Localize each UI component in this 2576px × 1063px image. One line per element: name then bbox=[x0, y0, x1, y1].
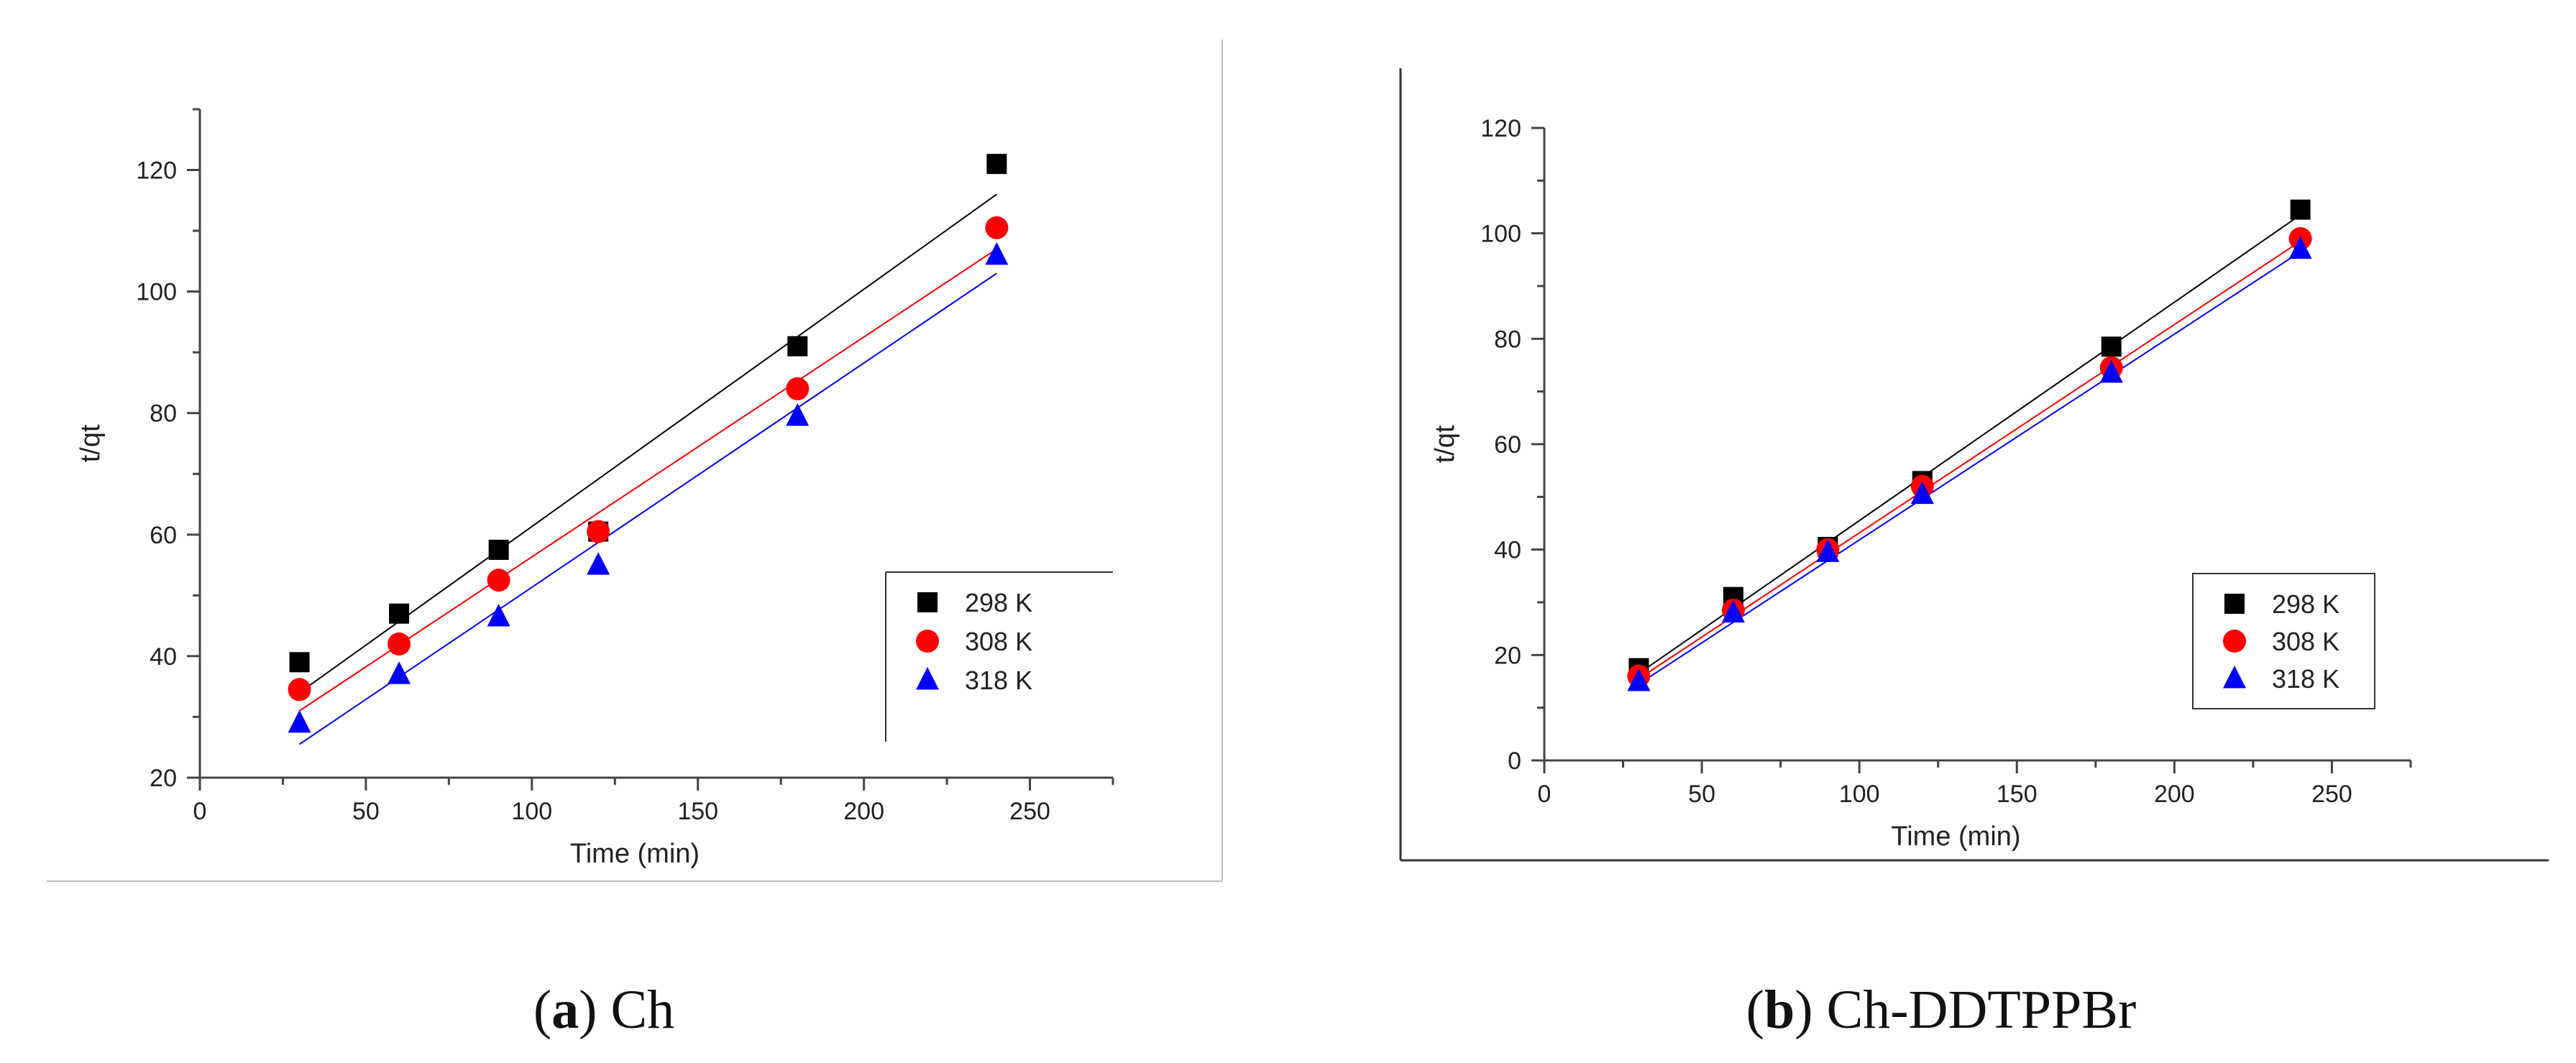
legend-box bbox=[2192, 573, 2375, 709]
fit-line-308-K bbox=[298, 248, 997, 712]
x-axis-title: Time (min) bbox=[1891, 822, 2020, 852]
x-tick-label: 50 bbox=[352, 798, 380, 825]
data-point-308-K bbox=[985, 216, 1009, 239]
y-tick-label: 0 bbox=[1508, 747, 1521, 775]
x-axis-title: Time (min) bbox=[570, 839, 700, 869]
x-tick-label: 200 bbox=[2154, 781, 2195, 808]
legend: 298 K 308 K 318 K bbox=[885, 571, 1113, 742]
fit-line-318-K bbox=[1638, 251, 2301, 685]
legend-label-298-K: 298 K bbox=[965, 588, 1032, 617]
caption-a-letter: a bbox=[551, 980, 579, 1040]
caption-a: (a) Ch bbox=[533, 980, 674, 1040]
fit-line-298-K bbox=[298, 193, 997, 694]
legend-label-308-K: 308 K bbox=[965, 627, 1032, 656]
data-point-298-K bbox=[2101, 336, 2122, 357]
data-point-318-K bbox=[1627, 668, 1651, 691]
panel-a: 0 50 100 150 200 250 20 40 60 80 100 120 Time (min) t… bbox=[47, 40, 1223, 882]
data-point-318-K bbox=[786, 402, 810, 426]
data-point-318-K bbox=[1910, 481, 1934, 505]
legend-marker-298-K bbox=[917, 592, 938, 612]
legend-label-298-K: 298 K bbox=[2272, 589, 2339, 619]
fit-line-298-K bbox=[1638, 214, 2301, 674]
data-point-318-K bbox=[2099, 360, 2123, 383]
x-tick-label: 150 bbox=[677, 798, 718, 825]
legend: 298 K 308 K 318 K bbox=[2192, 573, 2375, 709]
y-tick-label: 60 bbox=[1494, 431, 1521, 459]
y-tick-label: 100 bbox=[136, 279, 177, 306]
y-tick-label: 80 bbox=[150, 400, 177, 428]
caption-b-letter: b bbox=[1764, 980, 1795, 1040]
x-tick-label: 0 bbox=[1538, 781, 1551, 808]
data-point-318-K bbox=[1721, 599, 1745, 623]
data-point-318-K bbox=[1816, 539, 1840, 562]
fit-line-318-K bbox=[298, 272, 997, 745]
data-point-318-K bbox=[487, 603, 510, 627]
data-point-298-K bbox=[787, 336, 808, 356]
y-tick-label: 40 bbox=[1494, 537, 1521, 564]
legend-label-308-K: 308 K bbox=[2272, 627, 2339, 656]
legend-marker-308-K bbox=[2223, 630, 2246, 653]
x-tick-label: 150 bbox=[1997, 781, 2038, 808]
legend-label-318-K: 318 K bbox=[2272, 664, 2339, 694]
legend-marker-298-K bbox=[2224, 594, 2245, 614]
y-tick-label: 100 bbox=[1480, 221, 1521, 248]
x-tick-label: 100 bbox=[1839, 781, 1880, 808]
data-point-298-K bbox=[488, 539, 509, 560]
chart-a: 0 50 100 150 200 250 20 40 60 80 100 120 Time (min) t… bbox=[75, 108, 1114, 869]
y-tick-label: 20 bbox=[1494, 642, 1521, 669]
fit-line-308-K bbox=[1638, 240, 2301, 680]
y-tick-label: 120 bbox=[136, 157, 177, 185]
data-point-318-K bbox=[587, 552, 610, 575]
legend-marker-318-K bbox=[2223, 666, 2246, 689]
chart-b: 0 50 100 150 200 250 0 20 40 60 80 100 120 Time (min)… bbox=[1430, 115, 2412, 852]
y-axis-title: t/qt bbox=[75, 424, 106, 462]
y-axis-title: t/qt bbox=[1430, 425, 1460, 463]
caption-b: (b) Ch-DDTPPBr bbox=[1746, 980, 2137, 1040]
data-point-308-K bbox=[487, 569, 510, 592]
caption-a-label: Ch bbox=[610, 980, 674, 1040]
x-tick-label: 250 bbox=[1009, 798, 1050, 825]
y-tick-label: 120 bbox=[1480, 115, 1521, 142]
data-point-308-K bbox=[786, 377, 810, 400]
data-point-298-K bbox=[2290, 199, 2311, 220]
caption-b-label: Ch-DDTPPBr bbox=[1827, 980, 2137, 1040]
data-point-308-K bbox=[388, 632, 411, 655]
x-tick-label: 250 bbox=[2311, 781, 2352, 808]
data-point-308-K bbox=[288, 678, 311, 701]
legend-label-318-K: 318 K bbox=[965, 666, 1032, 695]
data-point-298-K bbox=[986, 154, 1007, 175]
panel-b: 0 50 100 150 200 250 0 20 40 60 80 100 120 Time (min)… bbox=[1399, 68, 2549, 862]
data-point-298-K bbox=[389, 603, 410, 624]
y-tick-label: 20 bbox=[150, 765, 177, 792]
x-tick-label: 50 bbox=[1688, 781, 1715, 808]
y-tick-label: 80 bbox=[1494, 326, 1521, 353]
legend-marker-308-K bbox=[916, 630, 939, 653]
data-point-308-K bbox=[587, 520, 610, 543]
data-point-318-K bbox=[985, 241, 1009, 265]
y-tick-label: 60 bbox=[150, 522, 177, 549]
x-tick-label: 100 bbox=[511, 798, 552, 825]
data-point-318-K bbox=[388, 661, 411, 684]
data-point-298-K bbox=[289, 652, 310, 673]
data-point-318-K bbox=[288, 709, 311, 733]
x-tick-label: 0 bbox=[193, 798, 207, 825]
y-tick-label: 40 bbox=[150, 643, 177, 671]
data-point-318-K bbox=[2288, 236, 2312, 259]
x-tick-label: 200 bbox=[843, 798, 884, 825]
legend-marker-318-K bbox=[916, 667, 939, 690]
